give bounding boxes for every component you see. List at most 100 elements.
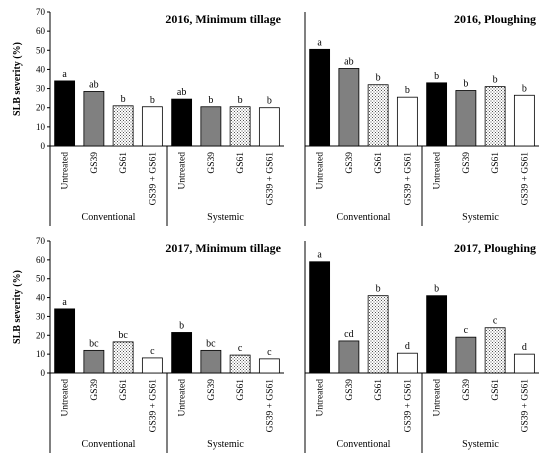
significance-letter: b <box>434 284 439 295</box>
bar <box>513 94 535 147</box>
significance-letter: ab <box>89 79 98 90</box>
bar <box>367 295 389 374</box>
bar <box>171 332 193 374</box>
y-tick-label: 70 <box>36 7 46 17</box>
bar <box>83 91 105 147</box>
significance-letter: b <box>376 73 381 84</box>
y-tick-label: 70 <box>36 236 46 246</box>
y-tick-label: 0 <box>41 368 46 378</box>
category-label: GS39 + GS61 <box>148 379 158 433</box>
bar <box>367 84 389 147</box>
bar <box>112 341 134 374</box>
significance-letter: b <box>267 96 272 107</box>
y-tick-label: 30 <box>36 311 46 321</box>
y-axis-label: SLB severity (%) <box>12 270 23 344</box>
category-label: GS39 <box>462 379 472 401</box>
category-label: GS61 <box>491 152 501 174</box>
chart-title: 2017, Ploughing <box>454 241 536 255</box>
bar <box>141 106 163 147</box>
y-tick-label: 60 <box>36 255 46 265</box>
bar <box>229 106 251 147</box>
significance-letter: b <box>121 94 126 105</box>
significance-letter: c <box>267 347 272 358</box>
significance-letter: bc <box>118 330 128 341</box>
category-label: GS61 <box>374 152 384 174</box>
significance-letter: b <box>522 83 527 94</box>
bar <box>396 352 418 374</box>
bar <box>200 106 222 147</box>
bar <box>338 68 360 147</box>
category-label: Untreated <box>316 379 326 417</box>
category-label: GS39 + GS61 <box>148 152 158 206</box>
significance-letter: ab <box>344 56 353 67</box>
significance-letter: b <box>150 95 155 106</box>
bar <box>229 354 251 374</box>
bar <box>83 349 105 374</box>
significance-letter: b <box>493 75 498 86</box>
significance-letter: c <box>238 343 243 354</box>
y-tick-label: 0 <box>41 141 46 151</box>
bar <box>484 327 506 374</box>
bar <box>426 82 448 147</box>
y-tick-label: 40 <box>36 64 46 74</box>
category-label: GS39 <box>90 379 100 401</box>
significance-letter: d <box>405 341 410 352</box>
category-label: GS61 <box>236 379 246 401</box>
category-label: GS61 <box>236 152 246 174</box>
category-label: GS39 + GS61 <box>265 152 275 206</box>
category-label: GS39 <box>345 152 355 174</box>
category-label: Untreated <box>433 152 443 190</box>
category-label: GS61 <box>374 379 384 401</box>
y-tick-label: 10 <box>36 349 46 359</box>
group-label: Conventional <box>337 439 391 450</box>
category-label: GS61 <box>119 152 129 174</box>
significance-letter: b <box>208 95 213 106</box>
significance-letter: cd <box>344 329 353 340</box>
significance-letter: c <box>493 316 498 327</box>
category-label: GS39 + GS61 <box>403 379 413 433</box>
bar <box>171 98 193 147</box>
bar <box>258 358 280 374</box>
y-tick-label: 20 <box>36 330 46 340</box>
group-label: Systemic <box>462 439 499 450</box>
category-label: Untreated <box>433 379 443 417</box>
chart-title: 2016, Ploughing <box>454 12 536 26</box>
category-label: GS61 <box>119 379 129 401</box>
bar <box>455 336 477 374</box>
group-label: Systemic <box>207 212 244 223</box>
significance-letter: c <box>150 346 155 357</box>
group-label: Systemic <box>462 212 499 223</box>
group-label: Conventional <box>337 212 391 223</box>
bar <box>200 349 222 374</box>
category-label: Untreated <box>61 379 71 417</box>
group-label: Conventional <box>82 439 136 450</box>
chart-panel: 2016, Ploughing a ab b b b b b b Untreated GS39 GS6… <box>304 12 539 226</box>
bar <box>141 357 163 374</box>
category-label: Untreated <box>316 152 326 190</box>
category-label: Untreated <box>178 152 188 190</box>
significance-letter: d <box>522 342 527 353</box>
y-tick-label: 50 <box>36 274 46 284</box>
bar <box>484 86 506 147</box>
significance-letter: bc <box>206 338 216 349</box>
category-label: GS61 <box>491 379 501 401</box>
bar <box>309 48 331 147</box>
chart-panel: 0 10 20 30 40 50 60 70 SLB severity (%) 2017, Min… <box>12 236 284 453</box>
category-label: GS39 <box>207 152 217 174</box>
significance-letter: a <box>317 250 322 261</box>
significance-letter: b <box>238 95 243 106</box>
group-label: Conventional <box>82 212 136 223</box>
category-label: Untreated <box>61 152 71 190</box>
y-tick-label: 30 <box>36 84 46 94</box>
significance-letter: c <box>464 325 469 336</box>
significance-letter: ab <box>177 87 186 98</box>
category-label: GS39 + GS61 <box>520 152 530 206</box>
chart-title: 2017, Minimum tillage <box>165 241 281 255</box>
significance-letter: b <box>405 85 410 96</box>
significance-letter: a <box>317 37 322 48</box>
y-axis-label: SLB severity (%) <box>12 42 23 116</box>
y-tick-label: 40 <box>36 293 46 303</box>
bar <box>426 295 448 374</box>
